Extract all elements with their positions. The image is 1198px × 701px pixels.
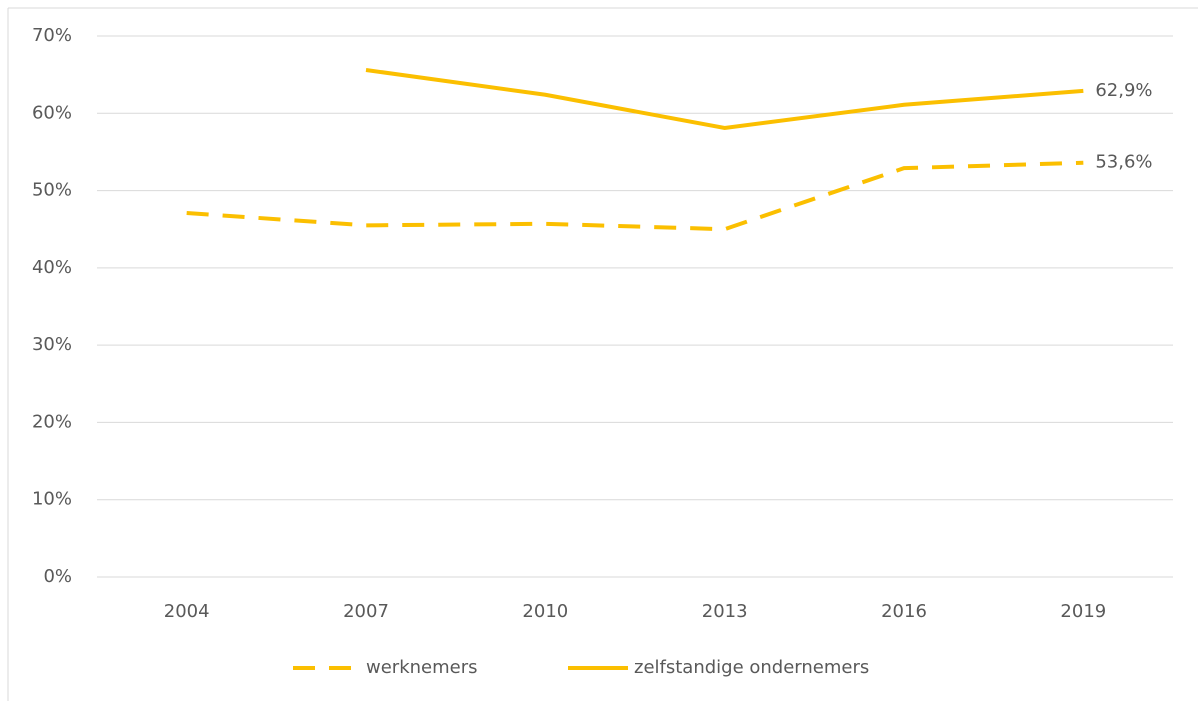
y-tick-label: 30% — [32, 334, 72, 355]
x-tick-label: 2004 — [164, 601, 210, 622]
legend-label: werknemers — [366, 657, 478, 678]
y-tick-label: 70% — [32, 25, 72, 46]
legend-label: zelfstandige ondernemers — [634, 657, 869, 678]
y-tick-label: 0% — [43, 566, 72, 587]
y-tick-label: 60% — [32, 102, 72, 123]
y-tick-label: 20% — [32, 411, 72, 432]
x-tick-label: 2013 — [702, 601, 748, 622]
value-label: 53,6% — [1095, 152, 1152, 173]
y-tick-label: 50% — [32, 180, 72, 201]
x-tick-label: 2007 — [343, 601, 389, 622]
x-tick-label: 2010 — [522, 601, 568, 622]
x-tick-label: 2016 — [881, 601, 927, 622]
y-tick-label: 10% — [32, 489, 72, 510]
y-tick-label: 40% — [32, 257, 72, 278]
value-label: 62,9% — [1095, 80, 1152, 101]
x-tick-label: 2019 — [1060, 601, 1106, 622]
series-line — [365, 68, 1084, 130]
series-line — [186, 160, 1084, 232]
